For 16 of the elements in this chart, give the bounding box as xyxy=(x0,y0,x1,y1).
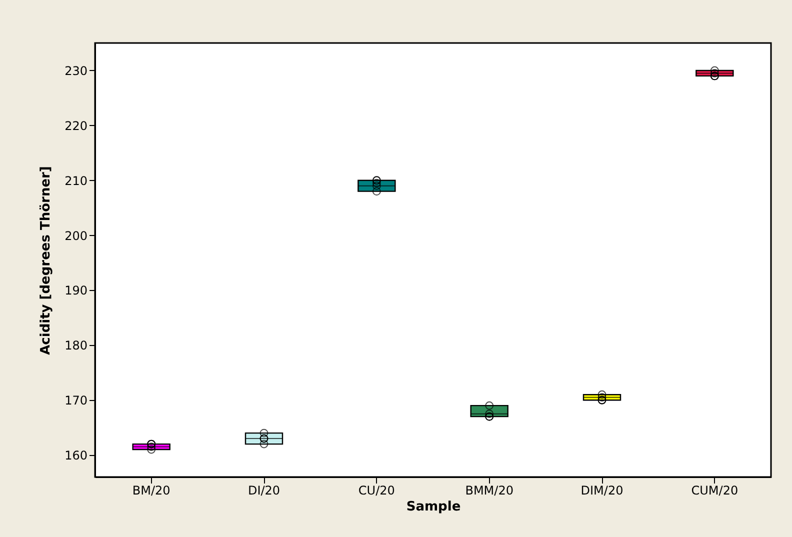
y-tick-label: 170 xyxy=(64,394,88,408)
y-tick-label: 160 xyxy=(64,448,88,463)
y-tick-label: 220 xyxy=(64,118,88,133)
y-tick-label: 180 xyxy=(64,338,88,353)
y-tick-label: 210 xyxy=(64,174,88,188)
x-axis-title: Sample xyxy=(406,500,461,514)
x-tick-label: DIM/20 xyxy=(580,484,624,498)
y-tick-label: 200 xyxy=(64,228,88,243)
x-tick-label: BM/20 xyxy=(132,484,170,498)
y-tick-label: 190 xyxy=(64,284,88,298)
x-tick-label: BMM/20 xyxy=(465,484,514,498)
y-axis-title: Acidity [degrees Thörner] xyxy=(38,166,54,355)
y-tick-label: 230 xyxy=(64,64,88,78)
x-tick-label: CU/20 xyxy=(358,484,395,498)
x-tick-label: CUM/20 xyxy=(691,484,738,498)
x-tick-label: DI/20 xyxy=(248,484,280,498)
